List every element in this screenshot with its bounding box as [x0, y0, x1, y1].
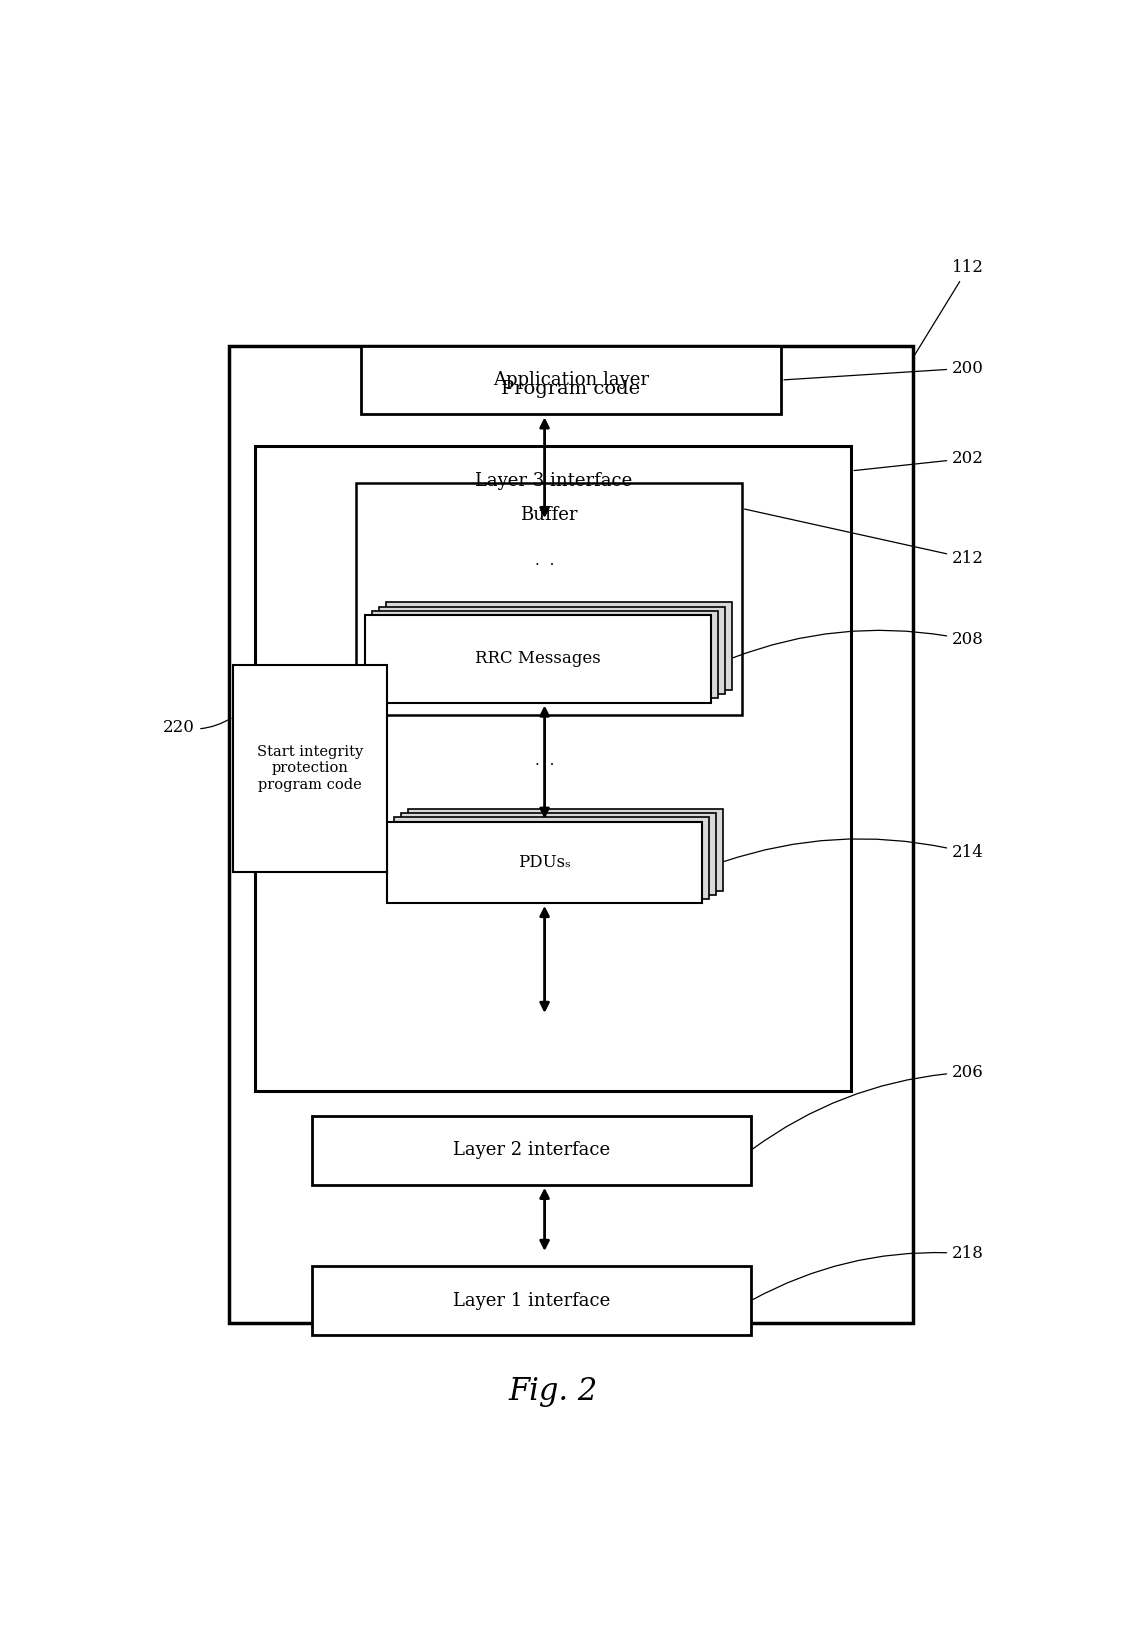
Text: Program code: Program code: [501, 381, 640, 399]
Text: RRC Messages: RRC Messages: [475, 651, 601, 667]
Bar: [408, 809, 724, 890]
Text: ·  ·: · ·: [535, 558, 554, 571]
Text: 200: 200: [784, 360, 984, 379]
Bar: [356, 483, 742, 716]
Text: 212: 212: [744, 509, 984, 568]
Text: 206: 206: [753, 1064, 984, 1149]
Text: Buffer: Buffer: [520, 506, 578, 524]
Text: ·  ·: · ·: [535, 758, 554, 773]
Bar: [400, 814, 716, 895]
Text: 218: 218: [753, 1245, 984, 1300]
Bar: [312, 1116, 751, 1184]
Bar: [256, 446, 852, 1092]
Bar: [386, 602, 732, 690]
Text: 220: 220: [163, 718, 231, 735]
Bar: [387, 822, 702, 903]
Text: Layer 1 interface: Layer 1 interface: [452, 1292, 610, 1310]
Text: Application layer: Application layer: [493, 371, 649, 389]
Text: 112: 112: [914, 259, 984, 356]
Bar: [233, 665, 387, 872]
Text: Layer 3 interface: Layer 3 interface: [475, 472, 632, 490]
Bar: [372, 610, 718, 698]
Bar: [365, 615, 711, 703]
Text: Start integrity
protection
program code: Start integrity protection program code: [257, 745, 363, 792]
Text: 202: 202: [854, 449, 984, 470]
Bar: [361, 345, 782, 415]
Text: Layer 2 interface: Layer 2 interface: [452, 1142, 610, 1160]
Bar: [394, 817, 709, 898]
Text: PDUsₛ: PDUsₛ: [518, 854, 571, 870]
Text: 214: 214: [724, 840, 984, 861]
Bar: [312, 1266, 751, 1336]
Text: Fig. 2: Fig. 2: [509, 1376, 598, 1407]
Text: 208: 208: [733, 630, 984, 657]
Bar: [228, 345, 913, 1323]
Bar: [379, 607, 725, 695]
